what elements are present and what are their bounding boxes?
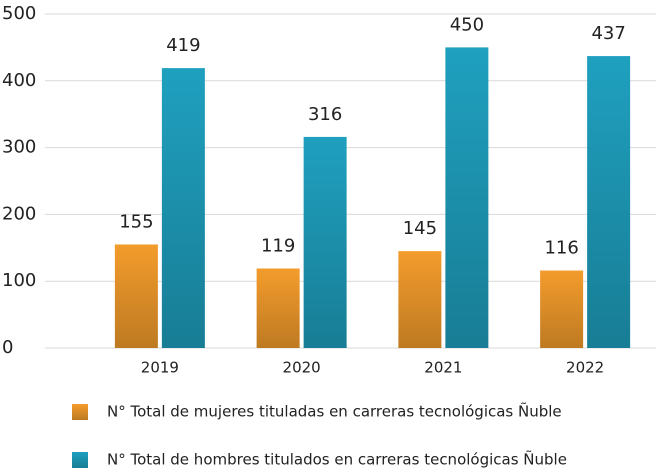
value-label: 316 (308, 104, 342, 125)
bar (161, 68, 205, 348)
bar (303, 136, 347, 348)
bar (398, 251, 442, 348)
x-tick-label: 2021 (424, 359, 462, 377)
value-label: 155 (119, 211, 153, 232)
value-label: 119 (261, 236, 295, 257)
bar (540, 270, 584, 348)
y-tick-label: 400 (2, 70, 36, 91)
y-tick-label: 0 (2, 337, 13, 358)
x-tick-label: 2020 (283, 359, 321, 377)
value-label: 450 (450, 14, 484, 35)
bar (445, 47, 489, 349)
legend-swatch (72, 404, 88, 420)
value-label: 437 (591, 23, 625, 44)
value-label: 116 (544, 238, 578, 259)
legend-label: N° Total de hombres titulados en carrera… (107, 450, 567, 469)
bar (114, 244, 158, 348)
value-label: 145 (403, 218, 437, 239)
y-tick-label: 300 (2, 137, 36, 158)
bar (256, 268, 300, 348)
y-tick-label: 200 (2, 203, 36, 224)
y-tick-label: 500 (2, 3, 36, 24)
x-tick-label: 2022 (566, 359, 604, 377)
legend-label: N° Total de mujeres tituladas en carrera… (107, 402, 562, 421)
bar (587, 56, 631, 349)
legend-swatch (72, 452, 88, 468)
y-tick-label: 100 (2, 270, 36, 291)
value-label: 419 (166, 35, 200, 56)
x-tick-label: 2019 (141, 359, 179, 377)
